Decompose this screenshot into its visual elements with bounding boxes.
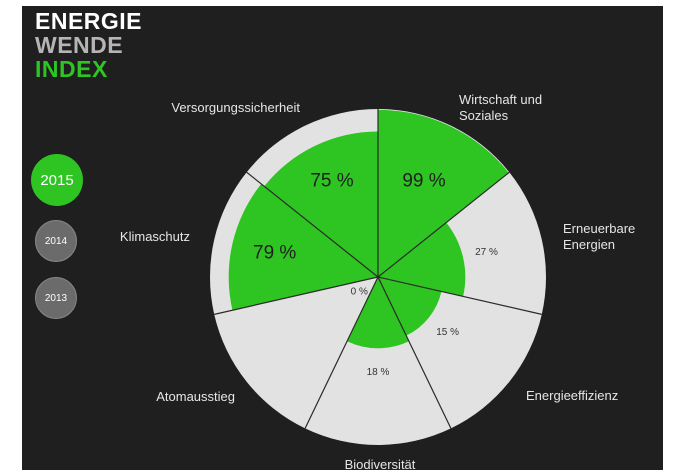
divider [377, 276, 452, 429]
value-label: 75 % [310, 171, 353, 192]
logo-line: WENDE [35, 32, 124, 58]
category-label: Klimaschutz [119, 229, 190, 244]
divider [246, 171, 379, 278]
sector-value [264, 131, 378, 277]
sector-value [378, 277, 442, 336]
category-label: Biodiversität [344, 457, 416, 472]
value-label: 0 % [351, 287, 368, 298]
sector-value [347, 277, 409, 349]
divider [377, 171, 510, 278]
value-label: 15 % [436, 327, 459, 338]
divider [304, 276, 379, 429]
year-button[interactable]: 2015 [31, 154, 83, 206]
sector-value [378, 109, 509, 278]
year-button[interactable]: 2013 [35, 277, 77, 319]
category-label: Versorgungssicherheit [171, 100, 300, 115]
logo-line: ENERGIE [35, 8, 143, 34]
category-label: Atomausstieg [156, 389, 235, 404]
category-label: Erneuerbare Energien [563, 221, 636, 252]
sector-background [214, 277, 378, 429]
category-label: Wirtschaft und Soziales [459, 92, 543, 123]
value-label: 79 % [253, 242, 296, 263]
year-button[interactable]: 2014 [35, 220, 77, 262]
value-label: 18 % [367, 367, 390, 378]
logo-line: INDEX [35, 56, 108, 82]
sector-background [305, 277, 451, 445]
divider [214, 276, 379, 315]
sector-value [228, 183, 378, 311]
divider [377, 276, 542, 315]
value-label: 99 % [402, 171, 445, 192]
value-label: 27 % [475, 247, 498, 258]
sector-value [378, 222, 466, 297]
category-label: Energieeffizienz [526, 388, 619, 403]
